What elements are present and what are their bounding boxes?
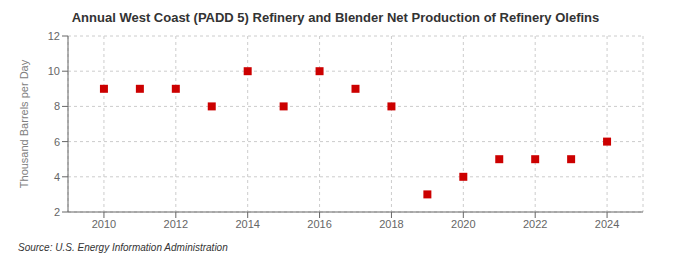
svg-text:10: 10 [48, 65, 60, 77]
svg-text:2016: 2016 [307, 218, 331, 230]
svg-text:8: 8 [54, 100, 60, 112]
svg-text:6: 6 [54, 136, 60, 148]
svg-text:2022: 2022 [523, 218, 547, 230]
svg-text:2012: 2012 [164, 218, 188, 230]
svg-text:Thousand Barrels per Day: Thousand Barrels per Day [18, 59, 30, 188]
svg-text:2010: 2010 [92, 218, 116, 230]
svg-text:2018: 2018 [379, 218, 403, 230]
svg-text:2024: 2024 [595, 218, 619, 230]
html-text:Source: U.S. Energy Informatio: Source: U.S. Energy Information Administ… [18, 242, 228, 253]
svg-text:2: 2 [54, 206, 60, 218]
svg-text:12: 12 [48, 30, 60, 42]
html-text:Annual West Coast (PADD 5) Ref: Annual West Coast (PADD 5) Refinery and … [71, 10, 600, 25]
svg-text:2014: 2014 [235, 218, 259, 230]
svg-text:4: 4 [54, 171, 60, 183]
svg-text:2020: 2020 [451, 218, 475, 230]
